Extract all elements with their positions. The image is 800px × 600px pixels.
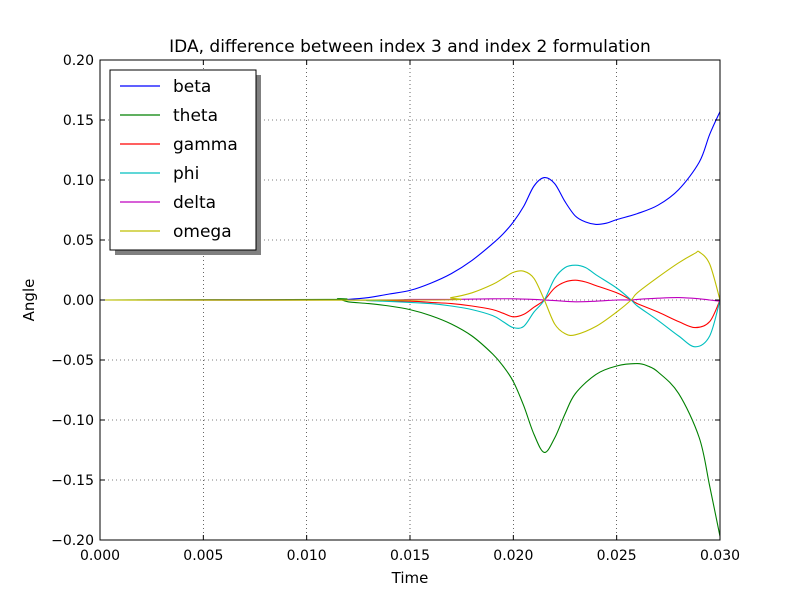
legend-label-delta: delta [173,193,216,213]
legend-box [109,69,257,251]
legend-label-gamma: gamma [173,135,238,155]
x-tick-label: 0.005 [183,548,223,564]
y-tick-label: −0.05 [51,353,94,369]
y-tick-label: 0.10 [63,173,94,189]
x-tick-label: 0.025 [597,548,637,564]
y-tick-label: 0.00 [63,293,94,309]
series-line-omega [100,250,720,336]
legend-label-beta: beta [173,77,211,97]
y-tick-label: −0.15 [51,473,94,489]
x-tick-label: 0.010 [287,548,327,564]
y-tick-label: −0.10 [51,413,94,429]
y-tick-label: 0.20 [63,53,94,69]
legend: beta theta gamma phi delta omega [109,69,261,255]
y-tick-label: 0.05 [63,233,94,249]
x-tick-label: 0.015 [390,548,430,564]
series-line-theta [100,298,720,537]
y-axis-label: Angle [20,279,38,322]
x-axis-ticks: 0.000 0.005 0.010 0.015 0.020 0.025 0.030 [80,60,740,564]
chart-title: IDA, difference between index 3 and inde… [169,37,651,57]
x-tick-label: 0.020 [493,548,533,564]
plot-lines [100,111,720,537]
legend-label-phi: phi [173,164,199,184]
x-tick-label: 0.000 [80,548,120,564]
y-axis-ticks: 0.20 0.15 0.10 0.05 0.00 −0.05 −0.10 −0.15 −0.20 [51,53,720,549]
x-axis-label: Time [391,569,429,587]
y-tick-label: 0.15 [63,113,94,129]
series-line-beta [100,111,720,301]
series-line-delta [100,297,720,303]
y-tick-label: −0.20 [51,533,94,549]
legend-label-omega: omega [173,222,232,242]
x-tick-label: 0.030 [700,548,740,564]
legend-label-theta: theta [173,106,218,126]
